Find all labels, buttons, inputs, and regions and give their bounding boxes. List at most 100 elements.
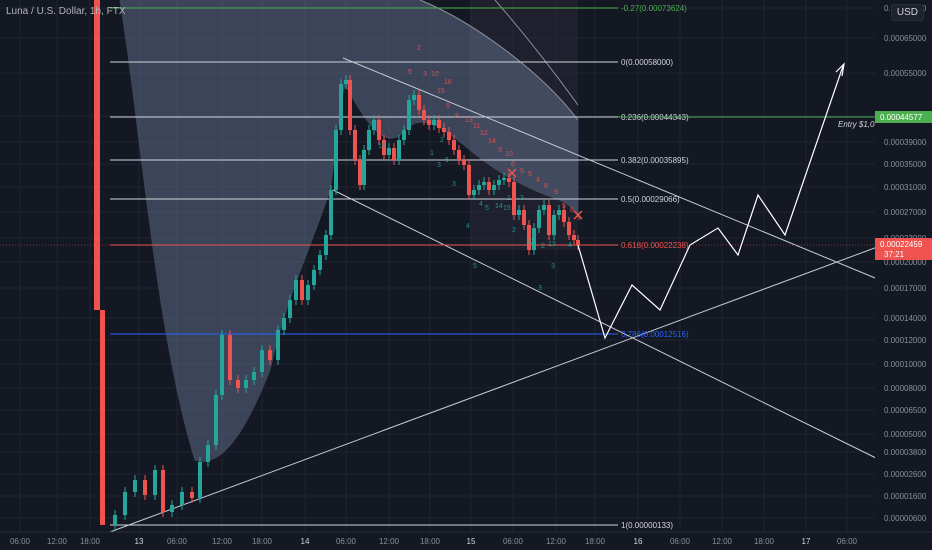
price-tick-label: 0.00014000 — [884, 314, 927, 323]
counter-label-up: 6 — [511, 161, 515, 168]
candle-body — [180, 492, 184, 505]
candle-body — [422, 110, 426, 120]
price-tick-label: 0.00000600 — [884, 514, 927, 523]
counter-label-up: 15 — [437, 88, 445, 95]
counter-label-down: 3 — [520, 195, 524, 202]
candle-body — [437, 120, 441, 128]
time-tick-label: 12:00 — [47, 537, 68, 546]
counter-label-down: 2 — [512, 227, 516, 234]
time-tick-label: 06:00 — [10, 537, 31, 546]
candle-body — [353, 130, 357, 160]
price-axis: 0.000750000.000650000.000550000.00045000… — [875, 0, 932, 550]
counter-label-down: 15 — [378, 143, 386, 150]
fib-label: 0.786(0.00012516) — [621, 330, 689, 339]
fib-label: 0.382(0.00035895) — [621, 156, 689, 165]
band-upper-curve — [419, 0, 579, 121]
fib-label: 0(0.00058000) — [621, 58, 673, 67]
counter-label-up: 10 — [505, 151, 513, 158]
candle-body — [113, 515, 117, 525]
counter-label-up: 11 — [473, 123, 480, 130]
candle-body — [487, 182, 491, 190]
band-outer-curve — [494, 0, 579, 106]
counter-label-down: 15 — [503, 205, 511, 212]
candle-body — [268, 350, 272, 360]
price-tick-label: 0.00005000 — [884, 430, 927, 439]
time-tick-label: 18:00 — [585, 537, 606, 546]
candle-body — [387, 148, 391, 155]
candle-body — [467, 165, 471, 195]
time-tick-label: 18:00 — [252, 537, 273, 546]
candle-body — [417, 95, 421, 110]
candle-body — [170, 505, 174, 512]
candle-body — [244, 380, 248, 388]
time-axis-bg — [0, 532, 932, 550]
candle-body — [462, 160, 466, 165]
candle-body — [329, 190, 333, 235]
trend-line — [342, 57, 881, 281]
candle-body — [452, 140, 456, 150]
time-tick-label: 14 — [301, 537, 310, 546]
counter-label-down: 5 — [485, 205, 489, 212]
candle-body — [362, 150, 366, 185]
time-tick-label: 17 — [802, 537, 811, 546]
candle-body — [572, 235, 576, 240]
counter-label-down: 4 — [479, 201, 483, 208]
counter-label-up: 5 — [408, 69, 412, 76]
candle-body — [502, 178, 506, 180]
time-tick-label: 15 — [467, 537, 476, 546]
cross-marker — [573, 210, 583, 220]
counter-label-up: 3 — [498, 147, 502, 154]
candle-body — [382, 140, 386, 155]
time-tick-label: 12:00 — [712, 537, 733, 546]
price-tick-label: 0.00002600 — [884, 470, 927, 479]
candle-body — [407, 100, 411, 130]
price-tick-label: 0.00012000 — [884, 336, 927, 345]
candle-body — [477, 185, 481, 190]
price-tick-label: 0.00027000 — [884, 208, 927, 217]
candle-body — [562, 210, 566, 222]
candle-body — [447, 132, 451, 140]
candle-body — [236, 380, 240, 388]
candle-body — [344, 80, 348, 84]
trend-lines — [109, 57, 881, 533]
candle-body — [123, 492, 127, 515]
price-tick-label: 0.00035000 — [884, 160, 927, 169]
price-tick-label: 0.00031000 — [884, 183, 927, 192]
counter-label-up: 16 — [444, 79, 452, 86]
candle-body — [432, 120, 436, 125]
last-price-badge — [875, 238, 932, 260]
candle-body — [161, 470, 165, 512]
currency-button[interactable]: USD — [890, 4, 924, 21]
candle-body — [300, 280, 304, 300]
time-tick-label: 06:00 — [503, 537, 524, 546]
counter-label-up: 5 — [562, 203, 566, 210]
chart-title: Luna / U.S. Dollar, 1h, FTX — [6, 6, 126, 17]
counter-label-up: 8 — [570, 207, 574, 214]
candles — [94, 0, 580, 530]
alert-price-label: 0.00044577 — [880, 113, 923, 122]
candle-body — [318, 255, 322, 270]
price-tick-label: 0.00065000 — [884, 34, 927, 43]
candle-body — [294, 280, 298, 300]
projection-arrowhead — [835, 62, 845, 77]
candle-body — [306, 285, 310, 300]
candle-body — [517, 210, 521, 215]
candle-body — [214, 395, 218, 445]
price-tick-label: 0.00039000 — [884, 138, 927, 147]
candle-body — [133, 480, 137, 492]
candle-body — [542, 205, 546, 210]
time-tick-label: 18:00 — [754, 537, 775, 546]
candle-body — [252, 372, 256, 380]
counter-label-down: 5 — [362, 175, 366, 182]
counter-label-up: 13 — [465, 117, 473, 124]
candle-body — [547, 205, 551, 235]
counter-label-down: 6 — [445, 157, 449, 164]
candle-body — [288, 300, 292, 318]
time-tick-label: 16 — [634, 537, 643, 546]
counter-label-up: 10 — [431, 71, 439, 78]
counter-label-down: 3 — [437, 162, 441, 169]
trend-line — [332, 189, 881, 461]
